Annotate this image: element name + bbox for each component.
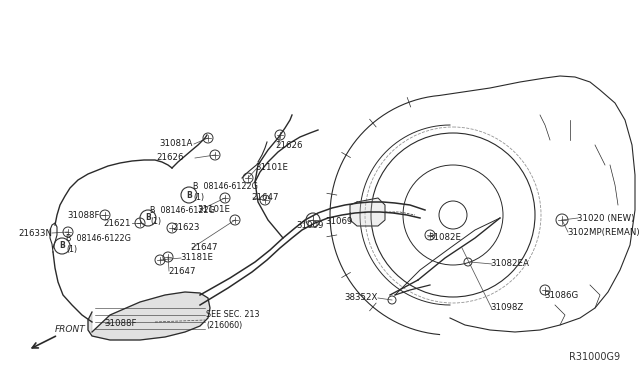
Text: B: B <box>145 214 151 222</box>
Text: B  08146-6122G
(1): B 08146-6122G (1) <box>150 206 215 226</box>
Text: 21647: 21647 <box>251 193 278 202</box>
Text: 31181E: 31181E <box>180 253 213 263</box>
Text: 21647: 21647 <box>190 244 218 253</box>
Text: 31020 (NEW): 31020 (NEW) <box>577 214 634 222</box>
Text: 21626: 21626 <box>275 141 303 150</box>
Text: 3102MP(REMAN): 3102MP(REMAN) <box>567 228 639 237</box>
Text: 38352X: 38352X <box>344 294 378 302</box>
Text: 31081A: 31081A <box>159 140 193 148</box>
Text: 31086G: 31086G <box>544 291 579 299</box>
Text: B  08146-6122G
(1): B 08146-6122G (1) <box>193 182 258 202</box>
Text: 21633N: 21633N <box>18 228 52 237</box>
Text: SEE SEC. 213
(216060): SEE SEC. 213 (216060) <box>206 310 259 330</box>
Text: B: B <box>59 241 65 250</box>
Polygon shape <box>350 198 385 226</box>
Text: 31009: 31009 <box>296 221 323 230</box>
Text: 31082E: 31082E <box>428 232 461 241</box>
Text: FRONT: FRONT <box>55 326 86 334</box>
Text: B: B <box>186 190 192 199</box>
Text: 31101E: 31101E <box>255 164 288 173</box>
Polygon shape <box>88 292 210 340</box>
Text: 31088F: 31088F <box>104 318 136 327</box>
Text: 21623: 21623 <box>172 224 200 232</box>
Text: 21626: 21626 <box>157 154 184 163</box>
Text: 31101E: 31101E <box>197 205 230 215</box>
Text: R31000G9: R31000G9 <box>569 352 620 362</box>
Text: 31069: 31069 <box>326 218 353 227</box>
Text: 21621: 21621 <box>104 218 131 228</box>
Text: B  08146-6122G
(1): B 08146-6122G (1) <box>66 234 131 254</box>
Text: 21647: 21647 <box>168 266 195 276</box>
Text: 31082EA: 31082EA <box>490 260 529 269</box>
Text: 31088F: 31088F <box>67 211 100 219</box>
Text: 31098Z: 31098Z <box>490 304 524 312</box>
